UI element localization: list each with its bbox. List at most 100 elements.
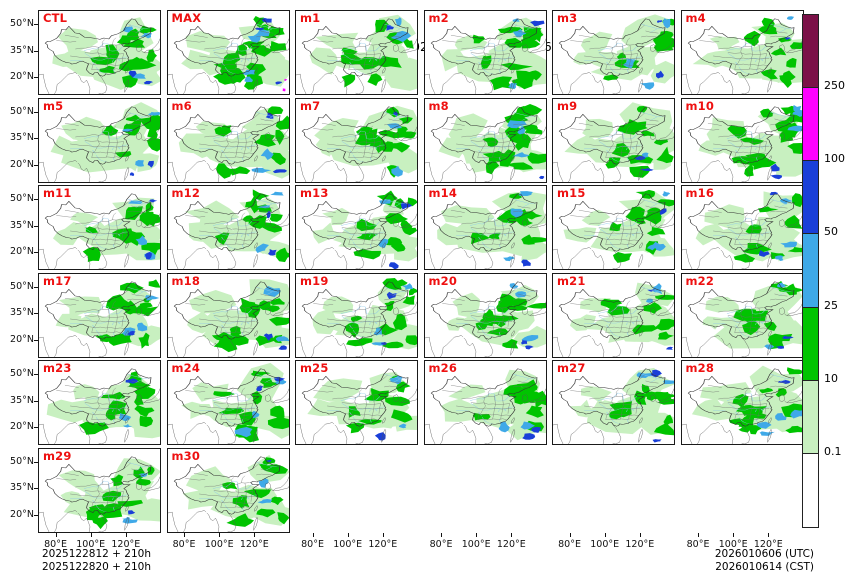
panel-m24: m24	[166, 360, 290, 445]
precip-field	[52, 197, 160, 262]
panel-m13: m13	[295, 185, 418, 270]
y-tick-mark	[34, 164, 38, 166]
panel-m6: m6	[166, 97, 290, 183]
panel-map-m5	[39, 101, 160, 182]
panel-map-m3	[553, 14, 674, 94]
x-tick-label: 120°E	[239, 538, 269, 550]
panel-map-m1	[296, 14, 417, 94]
map-linework	[39, 105, 160, 182]
y-tick-label: 20°N	[10, 421, 34, 433]
colorbar	[802, 14, 819, 528]
map-linework	[553, 18, 674, 94]
x-tick-label: 80°E	[429, 538, 453, 550]
map-linework	[39, 18, 160, 94]
x-tick-label: 80°E	[44, 538, 67, 550]
y-tick-mark	[34, 374, 38, 376]
colorbar-label-250: 250	[824, 79, 845, 93]
colorbar-label-25: 25	[824, 298, 838, 312]
panel-m7: m7	[295, 97, 418, 183]
colorbar-band-0.1-10	[803, 380, 818, 454]
y-tick-label: 35°N	[10, 132, 34, 144]
x-tick-label: 100°E	[333, 538, 363, 550]
map-linework	[681, 18, 803, 94]
precip-field	[55, 278, 160, 349]
x-tick-label: 120°E	[753, 538, 783, 550]
colorbar-label-10: 10	[824, 371, 838, 385]
precip-field	[182, 454, 289, 527]
panel-map-m8	[424, 103, 546, 182]
precip-field	[440, 369, 546, 441]
panel-m12: m12	[166, 185, 290, 270]
x-tick-label: 100°E	[718, 538, 748, 550]
y-tick-mark	[34, 77, 38, 79]
y-tick-mark	[34, 199, 38, 201]
y-tick-label: 20°N	[10, 71, 34, 83]
panel-map-m11	[39, 193, 160, 269]
precip-field	[52, 17, 160, 90]
y-tick-label: 35°N	[10, 307, 34, 319]
panel-m20: m20	[423, 272, 547, 358]
colorbar-label-50: 50	[824, 225, 838, 239]
map-linework	[167, 368, 289, 444]
panel-m11: m11	[38, 185, 161, 270]
panel-map-m7	[296, 105, 417, 182]
panel-m26: m26	[423, 360, 547, 445]
panel-map-m16	[681, 191, 803, 269]
x-tick-mark	[312, 532, 314, 537]
y-tick-label: 20°N	[10, 158, 34, 170]
panel-label-m24: m24	[171, 361, 201, 375]
y-tick-mark	[34, 339, 38, 341]
map-linework	[39, 193, 160, 269]
y-tick-label: 35°N	[10, 394, 34, 406]
map-linework	[553, 193, 674, 269]
panel-label-max: MAX	[171, 11, 202, 25]
y-tick-mark	[34, 286, 38, 288]
map-linework	[553, 105, 674, 182]
map-linework	[167, 193, 289, 269]
precip-field	[307, 372, 417, 441]
panel-map-m17	[39, 278, 160, 357]
x-tick-label: 80°E	[558, 538, 581, 550]
panel-label-m23: m23	[43, 361, 72, 375]
x-tick-mark	[476, 532, 478, 537]
colorbar-band-100-250	[803, 88, 818, 162]
precip-field	[312, 277, 417, 349]
x-tick-mark	[55, 532, 57, 537]
precip-field	[50, 101, 160, 176]
y-tick-mark	[34, 138, 38, 140]
map-linework	[681, 105, 803, 182]
precip-field	[573, 14, 674, 90]
map-linework	[681, 368, 803, 444]
x-tick-mark	[254, 532, 256, 537]
x-tick-mark	[90, 532, 92, 537]
colorbar-band-over-250	[803, 15, 818, 89]
panel-label-ctl: CTL	[43, 11, 68, 25]
footer-left-line1: 2025122812 + 210h	[42, 548, 151, 560]
map-linework	[553, 280, 674, 357]
x-tick-mark	[125, 532, 127, 537]
y-tick-label: 35°N	[10, 482, 34, 494]
panel-m9: m9	[552, 97, 675, 183]
panel-label-m18: m18	[171, 273, 201, 288]
precip-field	[184, 189, 289, 263]
panel-m23: m23	[38, 360, 161, 445]
x-tick-label: 100°E	[461, 538, 491, 550]
map-linework	[424, 193, 546, 269]
colorbar-band-10-25	[803, 307, 818, 381]
panel-m5: m5	[38, 97, 161, 183]
panel-map-m27	[553, 367, 674, 444]
x-tick-mark	[604, 532, 606, 537]
x-tick-mark	[382, 532, 384, 537]
colorbar-label-0-1: 0.1	[824, 444, 842, 458]
precip-field	[309, 14, 417, 91]
panel-label-m17: m17	[43, 273, 72, 288]
map-linework	[296, 105, 417, 182]
panel-label-m11: m11	[43, 186, 72, 200]
panel-m17: m17	[38, 272, 161, 358]
map-linework	[39, 368, 160, 444]
panel-label-m1: m1	[300, 11, 321, 25]
panel-label-m25: m25	[300, 361, 329, 375]
precip-field	[697, 104, 803, 179]
y-tick-mark	[34, 225, 38, 227]
y-tick-label: 20°N	[10, 333, 34, 345]
